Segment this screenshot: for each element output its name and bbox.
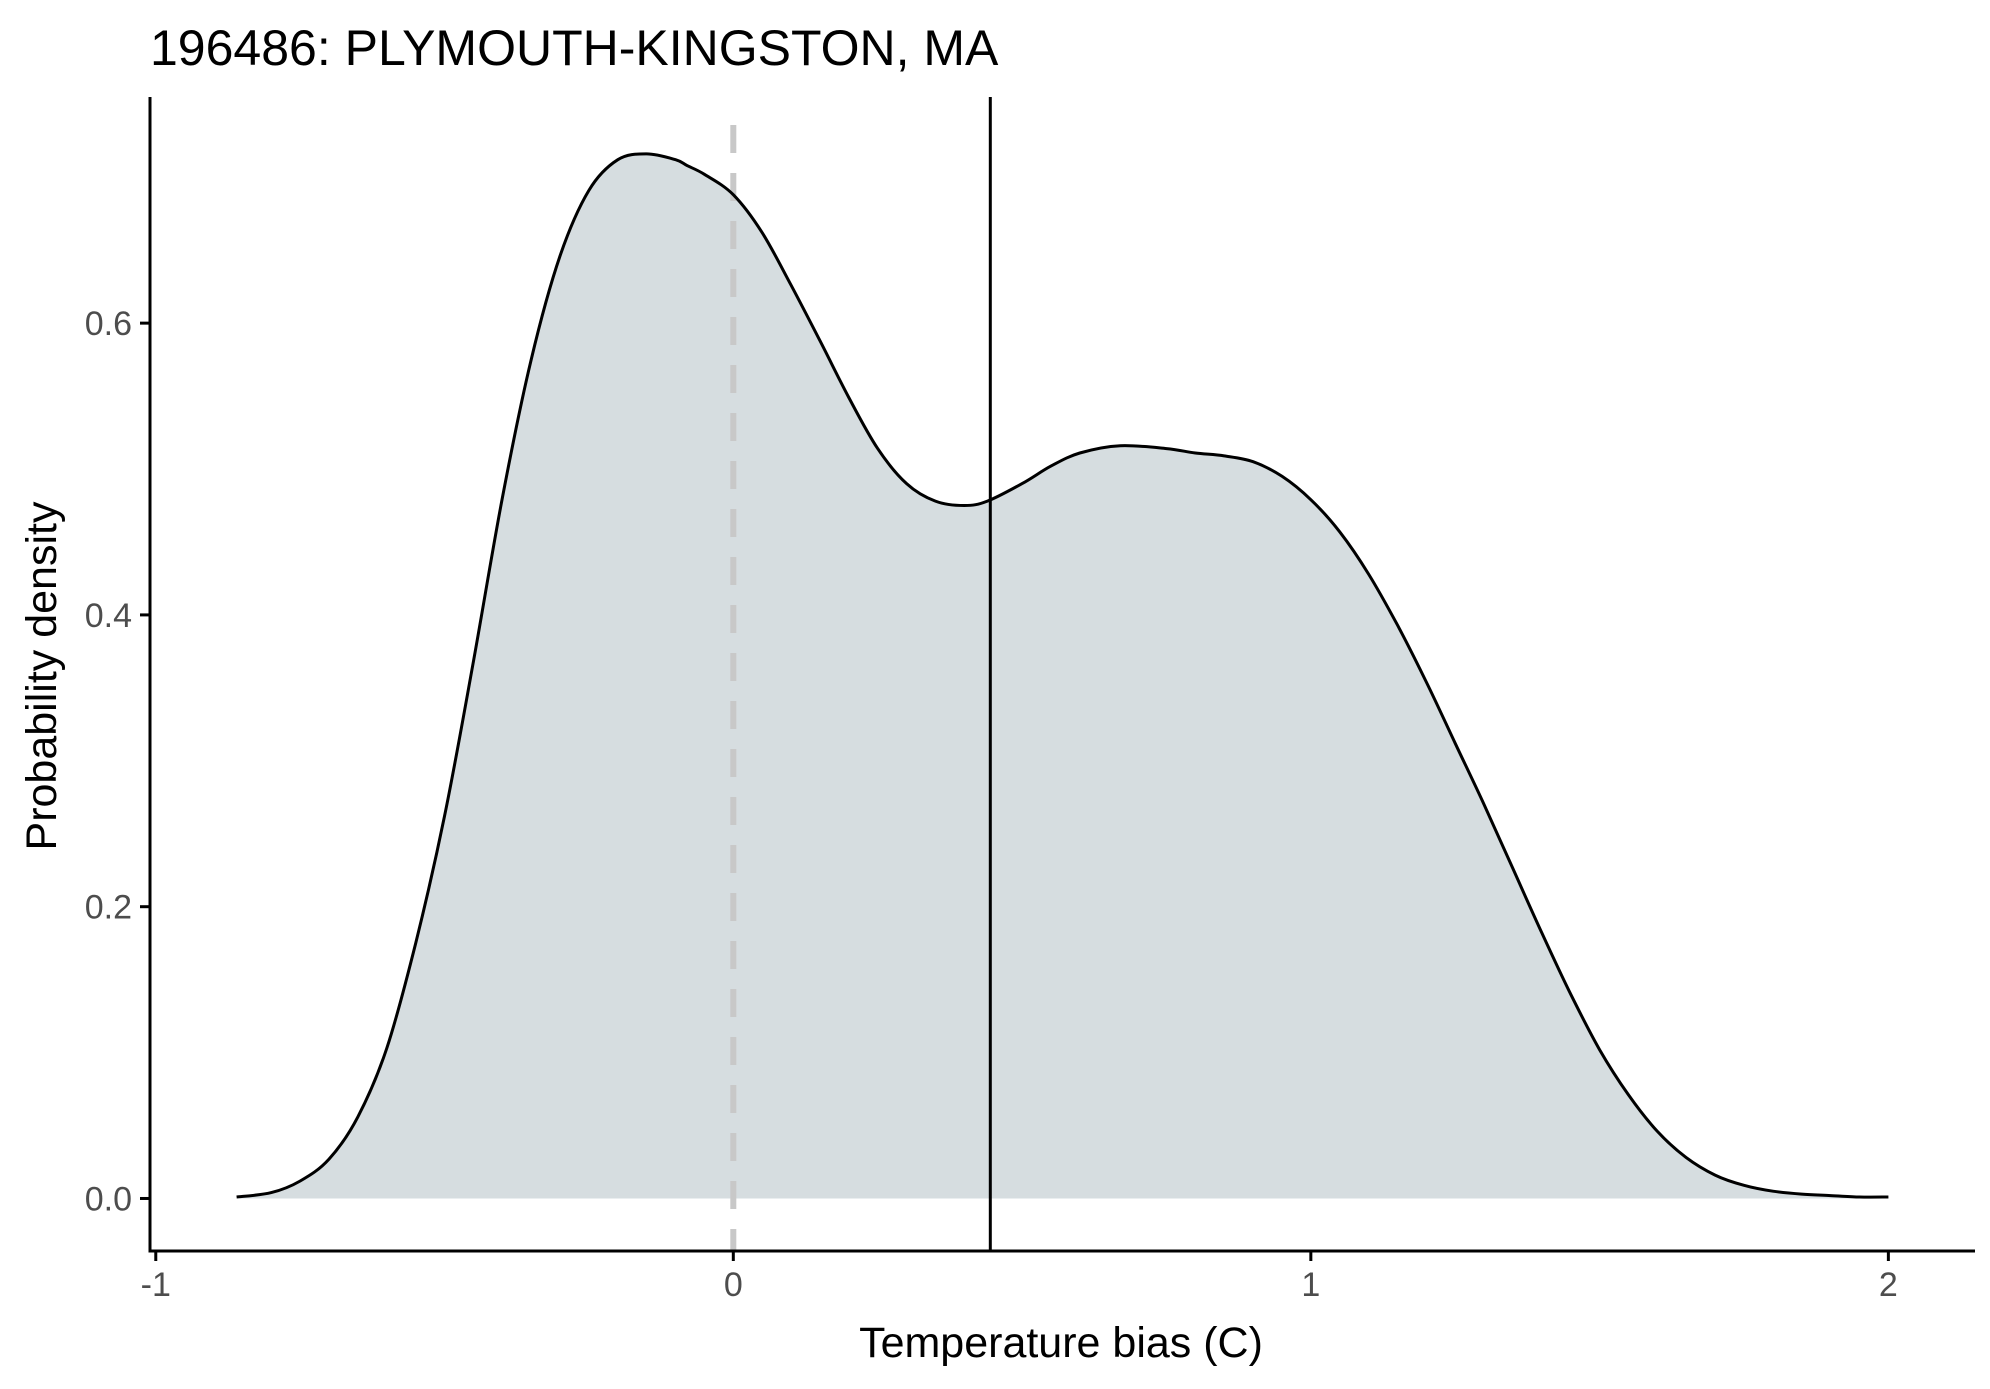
y-tick-label: 0.4	[85, 597, 132, 635]
x-tick-label: 0	[724, 1266, 743, 1304]
y-tick-label: 0.0	[85, 1180, 132, 1218]
x-tick-label: 2	[1879, 1266, 1898, 1304]
y-axis-title: Probability density	[18, 501, 66, 850]
x-tick-label: -1	[141, 1266, 171, 1304]
x-axis-title: Temperature bias (C)	[859, 1319, 1263, 1367]
x-axis-ticks: -1 0 1 2	[141, 1251, 1898, 1304]
y-axis-ticks: 0.0 0.2 0.4 0.6	[85, 305, 150, 1218]
y-tick-label: 0.2	[85, 889, 132, 927]
y-tick-label: 0.6	[85, 305, 132, 343]
density-fill-area	[236, 153, 1889, 1199]
chart-title: 196486: PLYMOUTH-KINGSTON, MA	[150, 20, 999, 76]
x-tick-label: 1	[1301, 1266, 1320, 1304]
density-curve	[236, 152, 1889, 1199]
plot-area	[236, 97, 1889, 1251]
